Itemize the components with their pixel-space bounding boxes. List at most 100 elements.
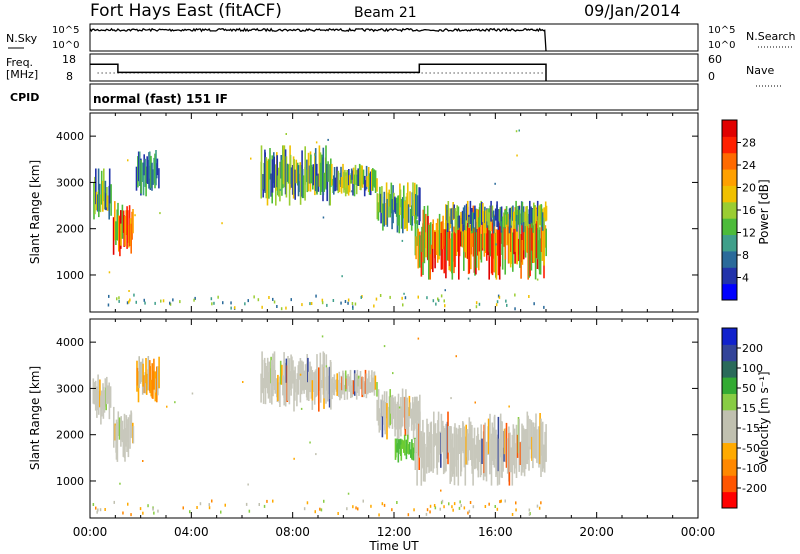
colorbar-tick-label: 12	[742, 227, 756, 240]
range-cell	[421, 226, 423, 252]
range-cell	[395, 403, 397, 430]
range-cell	[309, 361, 311, 393]
range-cell	[437, 411, 440, 463]
range-cell	[477, 434, 480, 478]
range-cell	[457, 433, 460, 486]
scatter-dot	[346, 507, 348, 511]
range-cell	[156, 366, 158, 403]
scatter-dot	[194, 296, 196, 300]
scatter-dot	[500, 499, 502, 503]
scatter-dot	[130, 513, 132, 517]
range-cell	[421, 436, 423, 467]
range-cell	[504, 209, 506, 229]
range-cell	[523, 212, 526, 223]
range-cell	[476, 209, 478, 229]
range-cell	[495, 229, 498, 280]
scatter-dot	[459, 500, 461, 504]
range-cell	[531, 208, 533, 224]
range-cell	[123, 215, 125, 247]
scatter-dot	[309, 302, 311, 306]
range-cell	[519, 442, 522, 465]
range-cell	[516, 434, 519, 458]
y-tick-label: 3000	[56, 382, 84, 395]
range-cell	[145, 166, 147, 197]
scatter-dot	[340, 301, 342, 305]
range-cell	[456, 205, 458, 225]
scatter-dot	[127, 502, 129, 506]
range-cell	[353, 174, 356, 197]
range-cell	[282, 145, 285, 185]
range-cell	[143, 154, 145, 176]
range-cell	[307, 357, 309, 383]
range-cell	[145, 358, 147, 384]
scatter-dot	[208, 506, 211, 510]
range-cell	[104, 180, 107, 210]
range-cell	[153, 358, 155, 390]
range-cell	[414, 396, 416, 424]
scatter-dot	[495, 303, 498, 307]
scatter-dot	[300, 407, 303, 410]
range-cell	[408, 410, 410, 427]
range-cell	[533, 426, 536, 458]
range-cell	[501, 216, 504, 231]
scatter-dot	[347, 301, 349, 305]
range-cell	[374, 170, 377, 193]
range-cell	[442, 215, 444, 250]
range-cell	[277, 374, 279, 402]
range-cell	[319, 380, 322, 403]
range-cell	[321, 154, 323, 192]
range-cell	[486, 209, 488, 222]
scatter-dot	[272, 499, 274, 503]
range-cell	[493, 414, 496, 459]
range-cell	[356, 369, 359, 393]
y-tick-label: 4000	[56, 336, 84, 349]
scatter-dot	[266, 499, 268, 503]
range-cell	[95, 191, 98, 211]
scatter-dot	[429, 504, 432, 508]
scatter-dot	[475, 301, 478, 305]
scatter-dot	[514, 293, 516, 297]
range-cell	[503, 428, 506, 455]
scatter-dot	[220, 510, 222, 514]
scatter-dot	[129, 298, 131, 302]
range-cell	[497, 227, 500, 276]
range-cell	[281, 159, 283, 196]
scatter-dot	[474, 401, 476, 404]
range-cell	[149, 366, 151, 394]
range-cell	[423, 206, 426, 264]
colorbar-swatch	[722, 328, 737, 345]
scatter-dot	[245, 502, 248, 506]
x-tick-label: 00:00	[73, 525, 108, 539]
range-cell	[409, 208, 412, 226]
range-cell	[106, 376, 108, 405]
colorbar-swatch	[722, 152, 737, 170]
range-cell	[492, 427, 495, 465]
scatter-dot	[147, 504, 149, 508]
range-cell	[371, 377, 374, 393]
range-cell	[463, 426, 466, 468]
nave-tick-bottom: 0	[708, 70, 715, 83]
colorbar-tick-label: 28	[742, 137, 756, 150]
frequency-line	[90, 63, 547, 81]
range-cell	[381, 400, 384, 438]
range-cell	[351, 382, 354, 395]
range-cell	[268, 159, 270, 199]
range-cell	[404, 445, 406, 456]
range-cell	[475, 444, 477, 469]
range-cell	[336, 166, 338, 191]
range-cell	[376, 193, 379, 220]
range-cell	[376, 382, 378, 397]
range-cell	[303, 370, 306, 389]
range-cell	[407, 204, 410, 223]
colorbar-tick-label: 8	[742, 249, 749, 262]
colorbar-swatch	[722, 426, 737, 444]
range-cell	[314, 148, 317, 192]
colorbar-swatch	[722, 360, 737, 378]
range-cell	[430, 244, 433, 270]
scatter-dot	[355, 506, 357, 510]
scatter-dot	[352, 505, 354, 509]
range-cell	[545, 205, 548, 221]
range-cell	[391, 394, 394, 429]
range-cell	[260, 373, 262, 403]
colorbar-swatch	[722, 393, 737, 411]
